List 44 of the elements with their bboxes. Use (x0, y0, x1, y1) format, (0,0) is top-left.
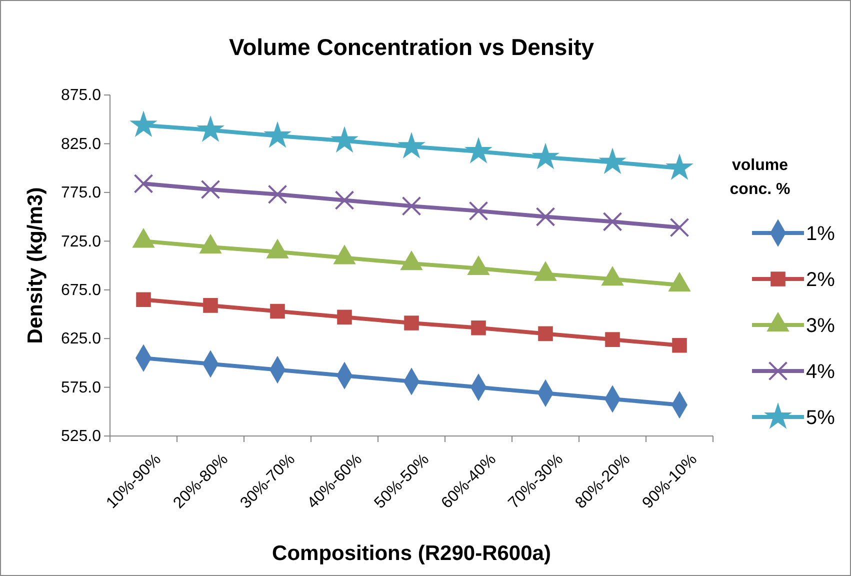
point (670, 218, 690, 238)
legend-label: 4% (806, 361, 836, 383)
point (203, 298, 218, 313)
point (672, 338, 687, 353)
y-tick-label: 575.0 (60, 379, 102, 396)
legend-title: volume conc. % (730, 157, 790, 198)
legend-label: 5% (806, 407, 836, 429)
point (536, 207, 556, 226)
y-tick-label: 725.0 (60, 233, 102, 250)
point (602, 212, 622, 232)
point (337, 310, 352, 325)
point (268, 184, 288, 204)
point (466, 138, 492, 163)
chart-title: Volume Concentration vs Density (228, 34, 594, 60)
point (334, 190, 354, 210)
y-tick-label: 625.0 (60, 330, 102, 348)
legend-label: 2% (806, 269, 836, 291)
y-tick-label: 525.0 (60, 428, 102, 446)
point (198, 116, 224, 142)
point (471, 320, 486, 336)
point (538, 326, 553, 342)
y-tick-label: 675.0 (60, 282, 102, 299)
point (130, 112, 156, 136)
legend-label: 3% (806, 315, 836, 337)
y-tick-label: 875.0 (60, 87, 102, 104)
point (136, 292, 151, 307)
point (398, 133, 424, 158)
point (600, 148, 626, 174)
point (666, 154, 692, 180)
legend-label: 1% (806, 223, 836, 245)
y-tick-label: 825.0 (60, 136, 102, 153)
point (532, 144, 558, 168)
point (605, 332, 620, 347)
y-tick-label: 775.0 (60, 184, 102, 202)
point (404, 316, 419, 330)
point (468, 201, 488, 221)
point (270, 304, 285, 319)
point (134, 174, 154, 194)
point (264, 122, 290, 147)
point (332, 127, 358, 152)
y-axis-title: Density (kg/m3) (24, 187, 47, 344)
x-axis-title: Compositions (R290-R600a) (272, 542, 551, 565)
point (200, 180, 220, 200)
point (402, 196, 422, 216)
